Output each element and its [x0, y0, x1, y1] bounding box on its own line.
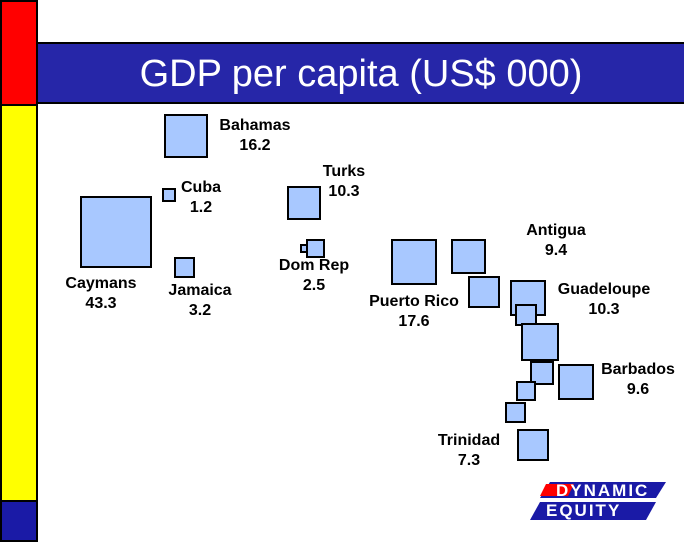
label-caymans-value: 43.3	[85, 295, 117, 312]
dynamic-equity-logo: DYNAMIC EQUITY	[530, 481, 666, 520]
logo-line2: EQUITY	[546, 501, 621, 520]
box-island-1	[468, 276, 500, 308]
box-island-5	[516, 381, 536, 401]
logo-line1: DYNAMIC	[556, 481, 649, 500]
label-guadeloupe-value: 10.3	[588, 301, 620, 318]
logo-bottom-band	[530, 502, 656, 520]
label-antigua-name: Antigua	[526, 222, 586, 239]
label-guadeloupe: Guadeloupe 10.3	[558, 280, 650, 320]
label-bahamas-value: 16.2	[239, 137, 271, 154]
label-trinidad-name: Trinidad	[437, 432, 501, 449]
box-bahamas	[164, 114, 208, 158]
label-dom-rep-value: 2.5	[302, 277, 326, 294]
label-caymans-name: Caymans	[65, 275, 137, 292]
label-jamaica-name: Jamaica	[168, 282, 232, 299]
label-puerto-rico-name: Puerto Rico	[369, 293, 459, 310]
label-turks-value: 10.3	[328, 183, 360, 200]
box-dom-rep	[306, 239, 325, 258]
box-antigua	[451, 239, 486, 274]
label-turks: Turks 10.3	[323, 162, 365, 202]
box-cuba	[162, 188, 176, 202]
label-cuba: Cuba 1.2	[181, 178, 221, 218]
label-antigua-value: 9.4	[544, 242, 568, 259]
label-caymans: Caymans 43.3	[65, 274, 136, 314]
box-island-3	[521, 323, 559, 361]
label-barbados-name: Barbados	[601, 361, 675, 378]
label-dom-rep: Dom Rep 2.5	[279, 256, 349, 296]
label-jamaica: Jamaica 3.2	[168, 281, 231, 321]
label-antigua: Antigua 9.4	[526, 221, 586, 261]
box-turks	[287, 186, 321, 220]
box-barbados	[558, 364, 594, 400]
label-trinidad-value: 7.3	[457, 452, 481, 469]
label-barbados-value: 9.6	[626, 381, 650, 398]
label-turks-name: Turks	[322, 163, 366, 180]
label-cuba-value: 1.2	[189, 199, 213, 216]
box-island-6	[505, 402, 526, 423]
box-puerto-rico	[391, 239, 437, 285]
label-cuba-name: Cuba	[181, 179, 221, 196]
label-dom-rep-name: Dom Rep	[278, 257, 350, 274]
box-trinidad	[517, 429, 549, 461]
label-bahamas-name: Bahamas	[219, 117, 291, 134]
box-jamaica	[174, 257, 195, 278]
sidebar-blue-block	[0, 500, 38, 542]
sidebar-stripe	[0, 0, 38, 542]
box-caymans	[80, 196, 152, 268]
label-guadeloupe-name: Guadeloupe	[557, 281, 651, 298]
label-puerto-rico-value: 17.6	[398, 313, 430, 330]
title-bar: GDP per capita (US$ 000)	[38, 42, 684, 104]
sidebar-yellow-block	[0, 104, 38, 502]
label-puerto-rico: Puerto Rico 17.6	[369, 292, 459, 332]
sidebar-red-block	[0, 0, 38, 106]
label-bahamas: Bahamas 16.2	[219, 116, 290, 156]
label-trinidad: Trinidad 7.3	[438, 431, 500, 471]
label-barbados: Barbados 9.6	[601, 360, 675, 400]
label-jamaica-value: 3.2	[188, 302, 212, 319]
logo-red-accent	[540, 484, 574, 496]
chart-title: GDP per capita (US$ 000)	[139, 53, 583, 95]
